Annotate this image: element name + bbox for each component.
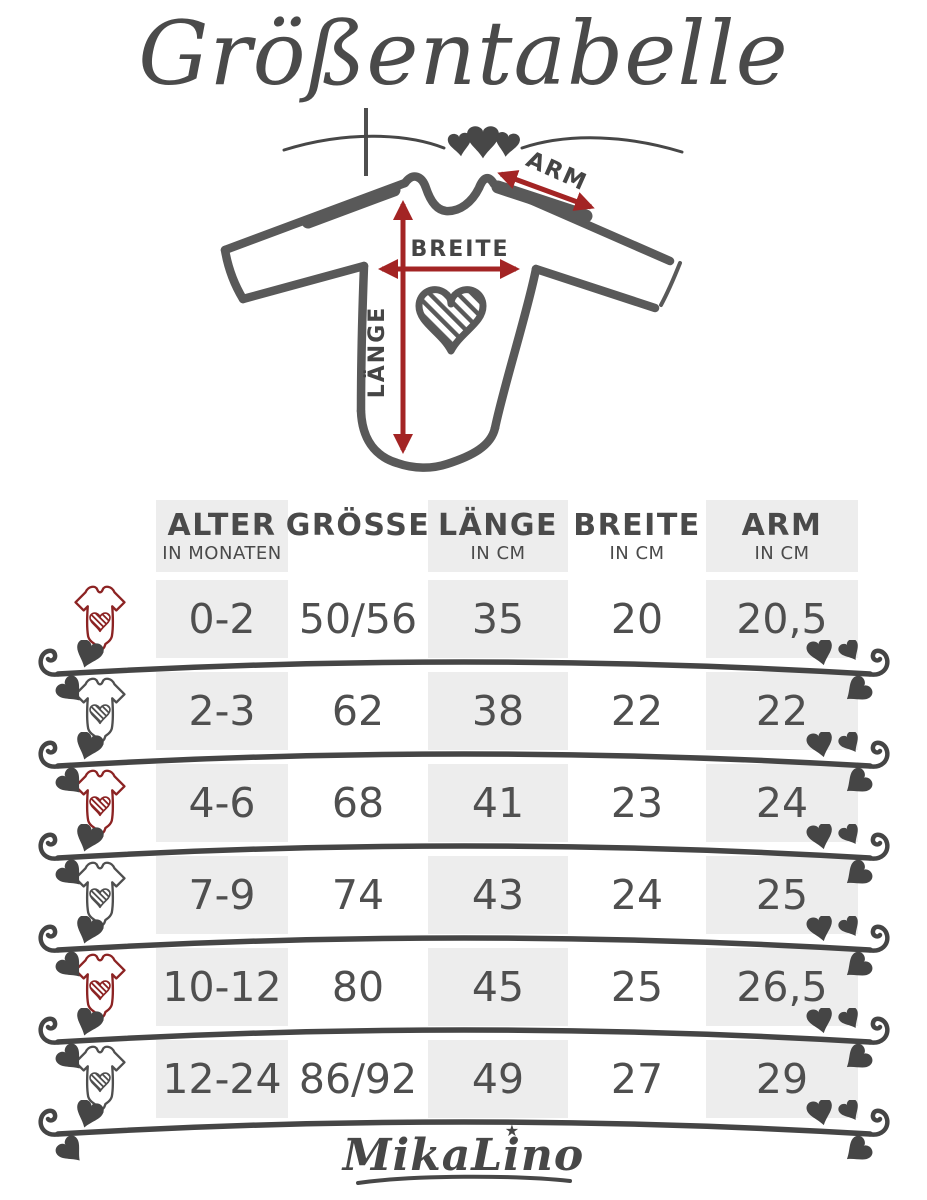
- baby-bodysuit-icon: [38, 672, 156, 750]
- logo-underline-swash: [355, 1174, 572, 1185]
- title-flourish-hearts: [282, 126, 684, 159]
- table-row: 4-6 68 41 23 24: [38, 762, 890, 854]
- cell-size: 80: [331, 963, 385, 1011]
- cell-length: 41: [428, 764, 568, 842]
- cell-age: 4-6: [156, 764, 288, 842]
- cell-width: 20: [610, 595, 664, 643]
- cell-arm: 22: [706, 672, 858, 750]
- table-row: 0-2 50/56 35 20 20,5: [38, 578, 890, 670]
- star-icon: ★: [504, 1121, 520, 1140]
- header-breite: BREITE IN CM: [573, 508, 701, 564]
- baby-bodysuit-icon: [38, 856, 156, 934]
- cell-size: 50/56: [298, 595, 418, 643]
- cell-age: 10-12: [156, 948, 288, 1026]
- table-row: 2-3 62 38 22 22: [38, 670, 890, 762]
- cell-width: 22: [610, 687, 664, 735]
- cell-arm: 29: [706, 1040, 858, 1118]
- laenge-label: LÄNGE: [364, 306, 390, 399]
- page-title: Größentabelle: [138, 2, 789, 105]
- cell-arm: 26,5: [706, 948, 858, 1026]
- cell-width: 27: [610, 1055, 664, 1103]
- bodysuit-measurement-diagram: BREITE LÄNGE ARM: [220, 150, 682, 472]
- cell-size: 74: [331, 871, 385, 919]
- cell-age: 0-2: [156, 580, 288, 658]
- table-row: 10-12 80 45 25 26,5: [38, 946, 890, 1038]
- table-row: 7-9 74 43 24 25: [38, 854, 890, 946]
- breite-label: BREITE: [411, 237, 510, 262]
- cell-age: 2-3: [156, 672, 288, 750]
- baby-bodysuit-icon: [38, 580, 156, 658]
- baby-bodysuit-icon: [38, 764, 156, 842]
- cell-width: 25: [610, 963, 664, 1011]
- header-alter: ALTER IN MONATEN: [156, 500, 288, 572]
- cell-arm: 25: [706, 856, 858, 934]
- header-spacer: [38, 500, 156, 572]
- size-table: ALTER IN MONATEN GRÖSSE LÄNGE IN CM BREI…: [38, 500, 890, 1130]
- baby-bodysuit-icon: [38, 948, 156, 1026]
- cell-size: 68: [331, 779, 385, 827]
- cell-length: 43: [428, 856, 568, 934]
- header-groesse: GRÖSSE: [285, 508, 431, 543]
- cell-length: 38: [428, 672, 568, 750]
- striped-heart-icon: [415, 286, 487, 355]
- cell-length: 49: [428, 1040, 568, 1118]
- arm-arrow: [497, 170, 595, 211]
- brand-logo-text: MikaLino: [342, 1130, 585, 1181]
- cell-arm: 20,5: [706, 580, 858, 658]
- cell-length: 35: [428, 580, 568, 658]
- cell-width: 24: [610, 871, 664, 919]
- cell-age: 7-9: [156, 856, 288, 934]
- cell-width: 23: [610, 779, 664, 827]
- arm-label: ARM: [522, 150, 591, 197]
- cell-size: 62: [331, 687, 385, 735]
- baby-bodysuit-icon: [38, 1040, 156, 1118]
- cell-size: 86/92: [298, 1055, 418, 1103]
- cell-age: 12-24: [156, 1040, 288, 1118]
- header-arm: ARM IN CM: [706, 500, 858, 572]
- brand-logo: MikaLino ★: [0, 1121, 927, 1187]
- table-row: 12-24 86/92 49 27 29: [38, 1038, 890, 1130]
- table-header: ALTER IN MONATEN GRÖSSE LÄNGE IN CM BREI…: [38, 500, 890, 578]
- title-swash-line: [364, 108, 368, 176]
- cell-arm: 24: [706, 764, 858, 842]
- cell-length: 45: [428, 948, 568, 1026]
- header-laenge: LÄNGE IN CM: [428, 500, 568, 572]
